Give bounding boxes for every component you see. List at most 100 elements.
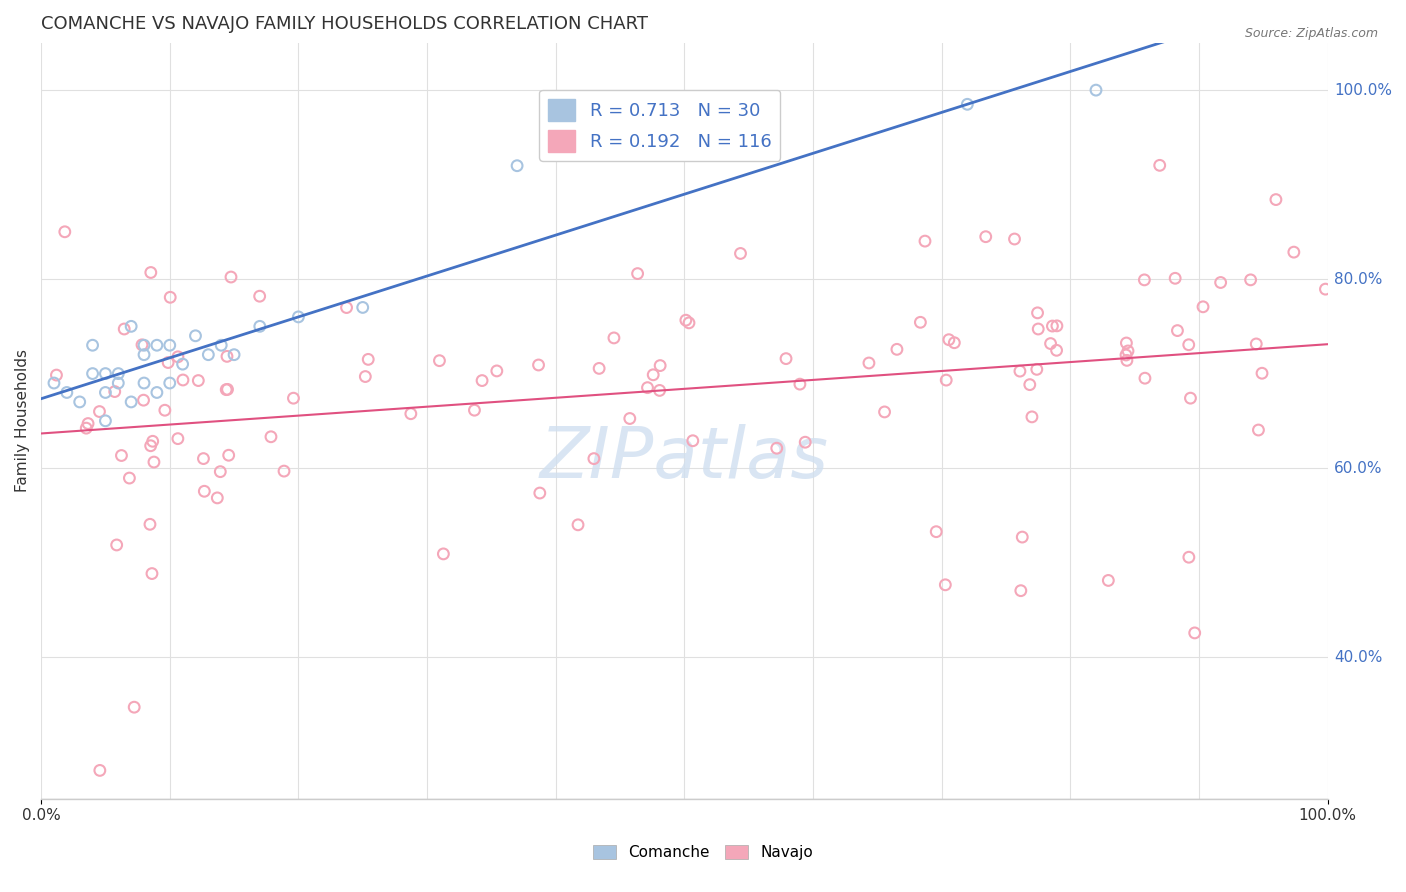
Text: Source: ZipAtlas.com: Source: ZipAtlas.com xyxy=(1244,27,1378,40)
Point xyxy=(1251,366,1274,380)
Point xyxy=(925,524,948,539)
Legend: Comanche, Navajo: Comanche, Navajo xyxy=(586,839,820,866)
Point xyxy=(1042,319,1064,334)
Point xyxy=(619,411,641,425)
Point xyxy=(132,393,155,408)
Point xyxy=(1133,273,1156,287)
Point xyxy=(153,403,176,417)
Point xyxy=(42,376,65,390)
Point xyxy=(118,471,141,485)
Point xyxy=(1115,348,1137,362)
Point xyxy=(1010,583,1032,598)
Point xyxy=(678,316,700,330)
Point xyxy=(429,353,451,368)
Point xyxy=(122,700,145,714)
Point xyxy=(935,373,957,387)
Point xyxy=(56,385,79,400)
Point xyxy=(82,367,104,381)
Point xyxy=(75,421,97,435)
Point xyxy=(506,159,529,173)
Point xyxy=(132,338,155,352)
Point xyxy=(209,465,232,479)
Point xyxy=(682,434,704,448)
Point xyxy=(637,381,659,395)
Point xyxy=(1282,245,1305,260)
Point xyxy=(107,376,129,390)
Point xyxy=(1116,353,1139,368)
Point xyxy=(260,430,283,444)
Point xyxy=(131,338,153,352)
Point xyxy=(193,484,215,499)
Point xyxy=(110,449,132,463)
Point xyxy=(1180,391,1202,405)
Point xyxy=(283,391,305,405)
Point xyxy=(1239,273,1261,287)
Point xyxy=(1045,343,1067,358)
Point xyxy=(217,383,239,397)
Point xyxy=(471,374,494,388)
Point xyxy=(650,359,672,373)
Point xyxy=(1164,271,1187,285)
Point xyxy=(146,385,169,400)
Point xyxy=(132,348,155,362)
Point xyxy=(399,407,422,421)
Point xyxy=(527,358,550,372)
Text: 60.0%: 60.0% xyxy=(1334,460,1382,475)
Point xyxy=(89,764,111,778)
Point xyxy=(886,343,908,357)
Point xyxy=(1026,306,1049,320)
Point xyxy=(184,328,207,343)
Point xyxy=(167,350,190,364)
Text: 100.0%: 100.0% xyxy=(1334,83,1392,97)
Point xyxy=(463,403,485,417)
Point xyxy=(603,331,626,345)
Point xyxy=(273,464,295,478)
Point xyxy=(1178,550,1201,565)
Point xyxy=(1026,322,1049,336)
Text: 40.0%: 40.0% xyxy=(1334,649,1382,665)
Point xyxy=(432,547,454,561)
Point xyxy=(142,434,165,449)
Point xyxy=(873,405,896,419)
Point xyxy=(207,491,229,505)
Point xyxy=(172,357,194,371)
Point xyxy=(209,338,232,352)
Point xyxy=(1184,626,1206,640)
Point xyxy=(1115,336,1137,351)
Point xyxy=(1085,83,1108,97)
Point xyxy=(249,289,271,303)
Point xyxy=(775,351,797,366)
Point xyxy=(142,455,165,469)
Text: ZIPatlas: ZIPatlas xyxy=(540,424,828,493)
Point xyxy=(1046,318,1069,333)
Point xyxy=(335,301,357,315)
Point xyxy=(354,369,377,384)
Point xyxy=(120,395,142,409)
Point xyxy=(1004,232,1026,246)
Point xyxy=(858,356,880,370)
Point xyxy=(53,225,76,239)
Point xyxy=(82,338,104,352)
Point xyxy=(1166,324,1188,338)
Point xyxy=(132,376,155,390)
Point xyxy=(1018,377,1040,392)
Point xyxy=(219,270,242,285)
Point xyxy=(105,538,128,552)
Point xyxy=(222,348,245,362)
Point xyxy=(172,373,194,387)
Point xyxy=(1149,158,1171,172)
Point xyxy=(1133,371,1156,385)
Point xyxy=(249,319,271,334)
Point xyxy=(1097,574,1119,588)
Point xyxy=(934,578,956,592)
Point xyxy=(94,414,117,428)
Point xyxy=(974,229,997,244)
Point xyxy=(1177,337,1199,351)
Legend: R = 0.713   N = 30, R = 0.192   N = 116: R = 0.713 N = 30, R = 0.192 N = 116 xyxy=(538,90,780,161)
Point xyxy=(352,301,374,315)
Point xyxy=(643,368,665,382)
Point xyxy=(588,361,610,376)
Point xyxy=(107,367,129,381)
Point xyxy=(215,350,238,364)
Point xyxy=(357,352,380,367)
